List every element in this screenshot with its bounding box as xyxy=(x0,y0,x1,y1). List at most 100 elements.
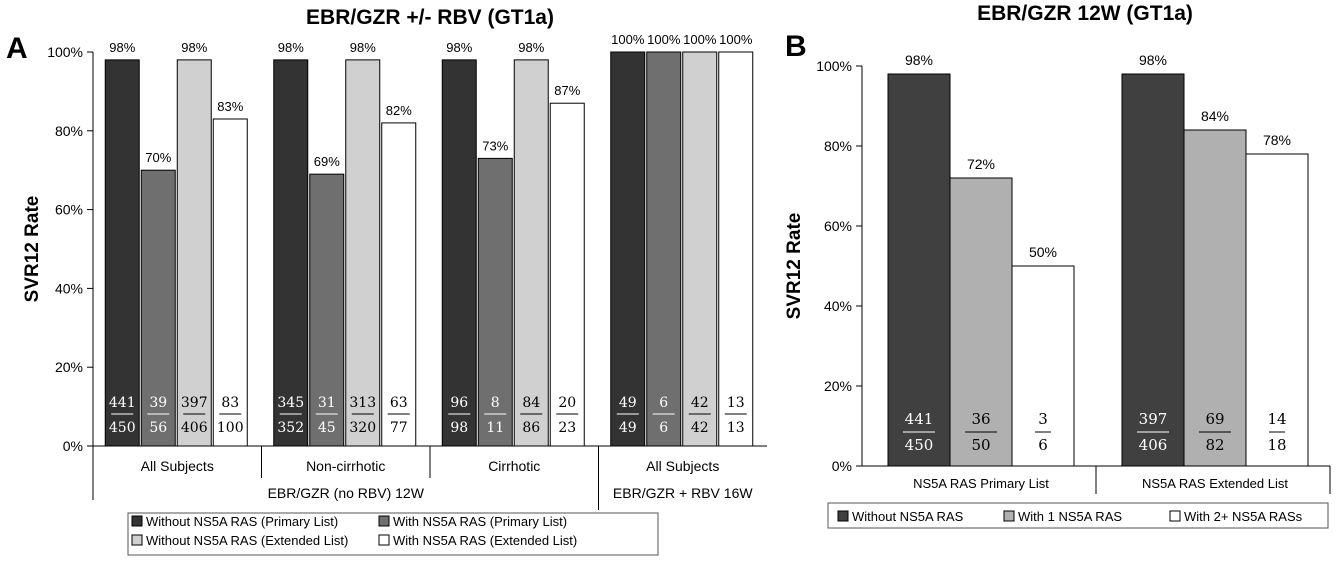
bar-denominator: 18 xyxy=(1267,436,1286,454)
bar-denominator: 450 xyxy=(109,420,136,436)
chart-title: EBR/GZR 12W (GT1a) xyxy=(977,2,1193,25)
bar-denominator: 6 xyxy=(659,420,668,436)
legend-label: Without NS5A RAS (Primary List) xyxy=(146,514,338,529)
legend-swatch xyxy=(1003,510,1015,522)
x-category-label: All Subjects xyxy=(141,458,214,474)
bar-numerator: 31 xyxy=(318,395,336,411)
bar-value-label: 98% xyxy=(278,40,304,55)
legend-label: With 1 NS5A RAS xyxy=(1018,509,1122,524)
bar-numerator: 36 xyxy=(971,410,990,428)
bar xyxy=(441,59,477,447)
panel-label: A xyxy=(6,32,28,65)
bar-numerator: 313 xyxy=(349,395,376,411)
bar-denominator: 86 xyxy=(522,420,540,436)
bar-numerator: 397 xyxy=(181,395,208,411)
bar-denominator: 82 xyxy=(1205,436,1224,454)
bar xyxy=(1121,73,1185,467)
bar xyxy=(1245,153,1309,467)
legend-label: Without NS5A RAS xyxy=(852,509,964,524)
y-axis-label: SVR12 Rate xyxy=(784,213,805,320)
legend-label: With 2+ NS5A RASs xyxy=(1184,509,1303,524)
bar-denominator: 56 xyxy=(149,420,167,436)
bar-value-label: 70% xyxy=(145,150,171,165)
y-tick-label: 80% xyxy=(824,138,852,154)
bar-numerator: 84 xyxy=(522,395,540,411)
bar-numerator: 397 xyxy=(1139,410,1168,428)
bar-denominator: 77 xyxy=(390,420,408,436)
legend-swatch xyxy=(1169,510,1181,522)
chart-title: EBR/GZR +/- RBV (GT1a) xyxy=(306,6,554,29)
legend-label: Without NS5A RAS (Extended List) xyxy=(146,533,348,548)
bar-numerator: 441 xyxy=(905,410,934,428)
bar xyxy=(549,102,585,447)
bar-numerator: 20 xyxy=(558,395,576,411)
bar-value-label: 84% xyxy=(1201,108,1229,124)
legend-swatch xyxy=(378,534,390,546)
bar-value-label: 100% xyxy=(683,32,717,47)
bar-value-label: 98% xyxy=(446,40,472,55)
bar xyxy=(140,169,176,447)
y-tick-label: 100% xyxy=(816,58,852,74)
bar-value-label: 98% xyxy=(181,40,207,55)
y-axis-label: SVR12 Rate xyxy=(22,196,43,303)
bar-numerator: 13 xyxy=(727,395,745,411)
bar-value-label: 98% xyxy=(905,52,933,68)
y-tick-label: 0% xyxy=(63,438,83,454)
bar-denominator: 23 xyxy=(558,420,576,436)
bar xyxy=(309,173,345,447)
bar-value-label: 100% xyxy=(611,32,645,47)
y-tick-label: 20% xyxy=(824,378,852,394)
bar-value-label: 87% xyxy=(554,83,580,98)
bar xyxy=(477,157,513,447)
bar xyxy=(1011,265,1075,467)
bar-denominator: 406 xyxy=(181,420,208,436)
bar-value-label: 100% xyxy=(719,32,753,47)
bar xyxy=(381,122,417,447)
bar-value-label: 98% xyxy=(1139,52,1167,68)
bar-value-label: 98% xyxy=(518,40,544,55)
bar-numerator: 3 xyxy=(1038,410,1048,428)
legend-box xyxy=(827,502,1329,529)
bar-denominator: 6 xyxy=(1038,436,1048,454)
legend-label: With NS5A RAS (Extended List) xyxy=(393,533,577,548)
bar xyxy=(513,59,549,447)
bar xyxy=(345,59,381,447)
bar-value-label: 98% xyxy=(109,40,135,55)
bar-denominator: 100 xyxy=(217,420,244,436)
bar-value-label: 100% xyxy=(647,32,681,47)
bar-value-label: 78% xyxy=(1263,132,1291,148)
x-category-label: NS5A RAS Primary List xyxy=(913,476,1049,491)
bar-denominator: 13 xyxy=(727,420,745,436)
bar-denominator: 45 xyxy=(318,420,336,436)
bar-numerator: 8 xyxy=(491,395,500,411)
supergroup-label: EBR/GZR (no RBV) 12W xyxy=(268,485,425,501)
x-category-label: All Subjects xyxy=(646,458,719,474)
bar xyxy=(682,51,718,447)
y-tick-label: 0% xyxy=(832,458,852,474)
bar-numerator: 63 xyxy=(390,395,408,411)
legend-label: With NS5A RAS (Primary List) xyxy=(393,514,567,529)
bar xyxy=(273,59,309,447)
bar-numerator: 96 xyxy=(450,395,468,411)
bar-value-label: 83% xyxy=(217,99,243,114)
bar xyxy=(646,51,682,447)
bar-numerator: 345 xyxy=(277,395,304,411)
y-tick-label: 60% xyxy=(824,218,852,234)
panel-label: B xyxy=(785,30,807,63)
bar xyxy=(1183,129,1247,467)
bar-numerator: 83 xyxy=(221,395,239,411)
y-tick-label: 100% xyxy=(47,44,83,60)
bar xyxy=(887,73,951,467)
bar-denominator: 320 xyxy=(349,420,376,436)
bar xyxy=(176,59,212,447)
bar-value-label: 98% xyxy=(350,40,376,55)
bar-denominator: 42 xyxy=(691,420,709,436)
bar-numerator: 49 xyxy=(619,395,637,411)
bar xyxy=(718,51,754,447)
y-tick-label: 60% xyxy=(55,202,83,218)
legend-swatch xyxy=(131,534,143,546)
bar-value-label: 69% xyxy=(314,154,340,169)
bar-numerator: 42 xyxy=(691,395,709,411)
legend-swatch xyxy=(131,515,143,527)
